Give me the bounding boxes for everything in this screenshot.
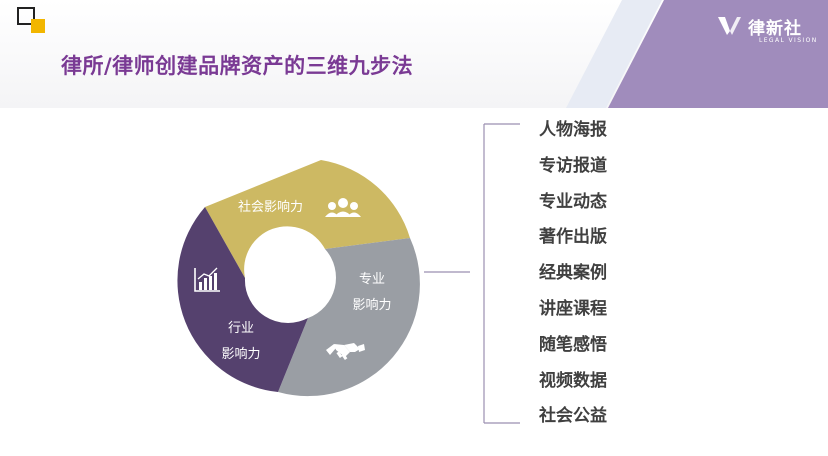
step-item-3: 专业动态 [539,191,607,212]
corner-purple-panel [608,0,828,108]
segment-label-professional-line1: 专业 [358,272,385,287]
step-item-5: 经典案例 [539,263,607,284]
step-item-1: 人物海报 [539,120,607,140]
segment-professional [278,238,420,397]
handshake-icon [326,343,365,361]
people-icon [325,198,361,217]
step-item-9: 社会公益 [539,406,607,427]
corner-decoration [566,0,828,108]
brand-mark-icon [718,17,741,35]
segment-label-professional-line2: 影响力 [352,298,392,313]
segment-label-industry: 行业 影响力 [211,316,271,368]
segment-label-professional: 专业 影响力 [342,267,402,319]
step-item-6: 讲座课程 [539,298,607,319]
step-item-2: 专访报道 [539,155,607,176]
segment-label-industry-line2: 影响力 [221,347,261,362]
step-list: 人物海报 专访报道 专业动态 著作出版 经典案例 讲座课程 随笔感悟 视频数据 … [539,113,607,435]
segment-label-industry-line1: 行业 [227,321,254,336]
page-title: 律所/律师创建品牌资产的三维九步法 [61,54,414,78]
segment-industry [177,207,308,392]
segment-social [205,160,410,278]
logo-square-outline [17,7,35,25]
brand-subtitle: LEGAL VISION [759,37,818,44]
step-item-4: 著作出版 [539,227,607,248]
step-item-7: 随笔感悟 [539,334,607,355]
segment-label-social: 社会影响力 [238,200,304,215]
brand-name: 律新社 [748,19,802,39]
logo-square-yellow [31,19,45,33]
corner-stripe-light [566,0,662,108]
brand-logo: 律新社 LEGAL VISION [716,12,816,52]
bar-chart-icon [194,267,220,292]
step-item-8: 视频数据 [539,370,607,391]
